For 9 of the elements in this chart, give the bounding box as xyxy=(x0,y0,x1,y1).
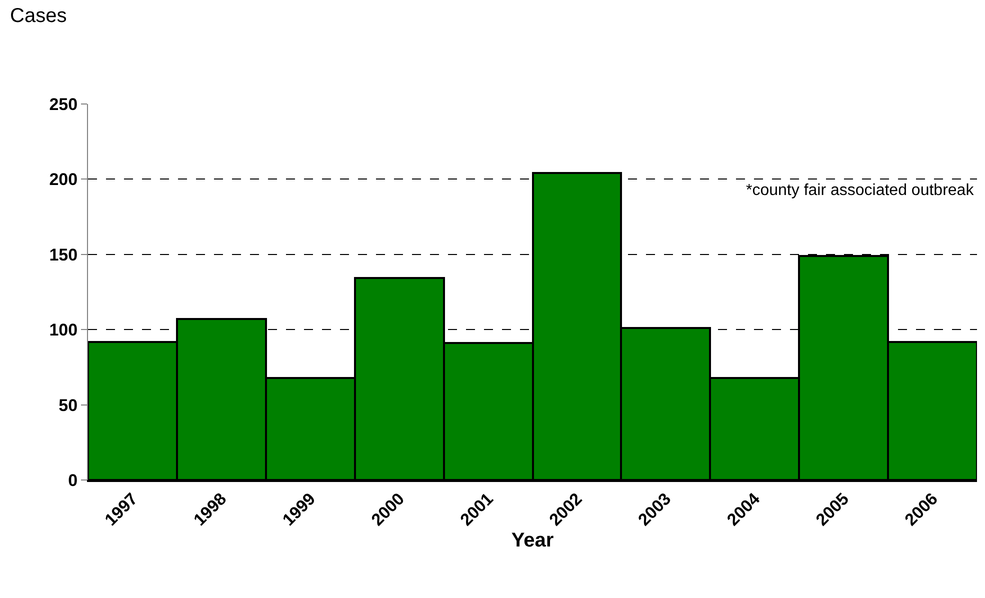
y-tick-label: 250 xyxy=(49,94,78,114)
y-tick-label: 200 xyxy=(49,170,78,190)
y-tick-label: 50 xyxy=(58,396,78,415)
y-tick-label: 150 xyxy=(49,245,78,264)
y-tick-label: 100 xyxy=(49,320,78,340)
annotation: *county fair associated outbreak xyxy=(746,182,975,199)
y-axis-title: Cases xyxy=(10,5,67,27)
y-tick-label: 0 xyxy=(68,470,78,490)
x-axis-title: Year xyxy=(511,529,554,552)
